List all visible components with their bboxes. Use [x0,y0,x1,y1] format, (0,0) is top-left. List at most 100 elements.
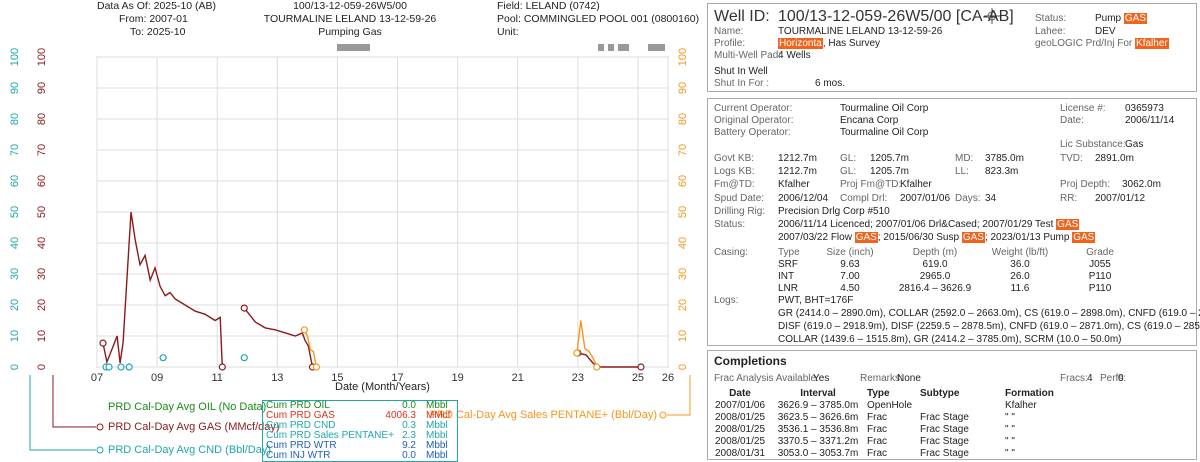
header: Depth (m) [912,247,958,258]
label: Current Operator: [714,103,793,114]
series-marker [240,354,248,362]
text-segment: Pump [1095,13,1124,24]
series-marker [240,304,248,312]
unit: Unit: [497,26,519,38]
label: TVD: [1060,153,1083,164]
label: Cum INJ WTR [266,450,331,461]
locator-icon [984,8,1000,24]
legend-label: PRD Cal-Day Avg GAS (MMcf/day) [108,421,280,433]
x-tick-label: 09 [151,372,163,384]
series-marker [593,363,601,371]
formation: Kfalher [1005,400,1037,411]
series-marker [125,363,133,371]
y-tick-label: 30 [9,268,21,280]
pool: Pool: COMMINGLED POOL 001 (0800160) [497,13,700,25]
date: 2008/01/25 [714,424,766,435]
text-segment: 2006/11/14 Licenced; 2007/01/06 Drl&Case… [778,219,1057,230]
series-marker [218,363,226,371]
unit: Mbbl [426,400,448,411]
series-marker [159,354,167,362]
interval: 3626.9 – 3785.0m [777,400,859,411]
value: 2007/01/12 [1095,193,1146,204]
value: 3062.0m [1122,179,1161,190]
axis-connector [667,375,691,416]
type: OpenHole [867,400,913,411]
label: Logs: [714,295,739,306]
lines: DISF (619.0 – 2918.9m), DISF (2259.5 – 2… [778,321,1200,332]
y-tick-label: 80 [9,113,21,125]
highlight: GAS [1056,219,1080,230]
value: 2891.0m [1095,153,1134,164]
interval: 3053.0 – 3053.7m [777,448,859,459]
label: Cum PRD OIL [266,400,330,411]
series-marker [300,326,308,334]
type: Frac [867,412,887,423]
prd-for: geoLOGIC Prd/Inj For Kfalher [1035,38,1169,50]
series-marker [637,363,645,371]
x-tick-label: 26 [662,372,674,384]
lines: 2007/03/22 Flow GAS; 2015/06/30 Susp GAS… [778,232,1096,244]
header: Subtype [920,388,960,399]
value: Kfalher [778,179,810,190]
series-marker [312,363,320,371]
value: 2006/12/04 [778,193,829,204]
highlight: GAS [854,232,878,243]
y-tick-label: 90 [9,82,21,94]
value: Encana Corp [840,115,899,126]
rows: 4.50 [840,283,860,294]
pad-label: Multi-Well Pad: [714,50,782,61]
label: Casing: [714,247,748,258]
legend-marker [96,423,104,431]
y-tick-label: 20 [9,299,21,311]
legend-label: PRD Cal-Day Avg OIL (No Data) [108,401,266,413]
status-label: Status: [1035,13,1067,24]
y-tick-label: 40 [9,237,21,249]
y-tick-label: 40 [677,237,689,249]
y-tick-label: 70 [9,144,21,156]
y-tick-label: 50 [677,206,689,218]
unit: Mbbl [426,440,448,451]
lines: COLLAR (1439.6 – 1515.8m), GR (2414.2 – … [778,334,1122,345]
title: Completions [714,354,787,368]
status-bar [608,44,614,51]
y-tick-label: 20 [677,299,689,311]
x-tick-label: 23 [572,372,584,384]
legend-marker [659,411,667,419]
uwi: 100/13-12-059-26W5/00 [293,0,407,12]
formation: " " [1005,436,1015,447]
series-marker [105,363,113,371]
label: Cum PRD WTR [266,440,337,451]
y-tick-label: 90 [36,82,48,94]
rows: 36.0 [1010,259,1030,270]
legend-marker [96,446,104,454]
to: To: 2025-10 [130,26,186,38]
highlight: GAS [961,232,985,243]
type: Frac [867,424,887,435]
label: Lic Substance: [1060,139,1126,150]
id: 100/13-12-059-26W5/00 [CA-AB] [778,8,1014,25]
axis-connector [52,375,96,428]
rows: 11.6 [1010,283,1030,294]
value: 823.3m [985,166,1019,177]
y-tick-label: 10 [36,330,48,342]
shut-in-for-label: Shut In For : [714,78,770,89]
x-tick-label: 13 [271,372,283,384]
rows: J055 [1089,259,1111,270]
value: Tourmaline Oil Corp [840,127,929,138]
y-tick-label: 70 [36,144,48,156]
id-label: Well ID: [714,8,770,25]
series-marker [117,363,125,371]
y-tick-label: 60 [36,175,48,187]
date: 2007/01/06 [714,400,766,411]
interval: 3623.5 – 3626.6m [777,412,859,423]
highlight: Kfalher [1135,38,1169,49]
y-tick-label: 90 [677,82,689,94]
label: Original Operator: [714,115,794,126]
header: Formation [1005,388,1054,399]
header: Interval [800,388,836,399]
value: 1205.7m [870,166,909,177]
y-tick-label: 100 [36,48,48,66]
rows: 619.0 [922,259,948,270]
highlight: GAS [1072,232,1096,243]
